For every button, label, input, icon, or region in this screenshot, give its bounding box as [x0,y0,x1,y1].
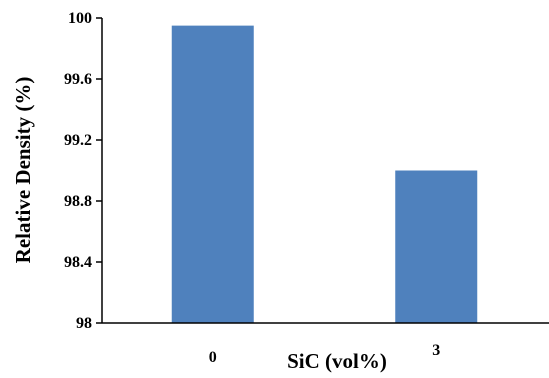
y-tick-label: 99.2 [64,132,92,149]
x-axis-title: SiC (vol%) [287,349,387,373]
bar-3 [395,170,478,323]
y-axis-title: Relative Density (%) [11,77,35,264]
y-tick-label: 100 [68,10,92,27]
x-tick-label: 0 [209,349,217,366]
y-tick-label: 99.6 [64,71,92,88]
bars-group [171,25,478,323]
bar-0 [171,25,254,323]
x-tick-label: 3 [432,342,440,359]
y-tick-label: 98.8 [64,193,92,210]
y-tick-label: 98 [76,315,92,332]
y-tick-label: 98.4 [64,254,92,271]
y-ticks-group: 98 98.4 98.8 99.2 99.6 100 [64,10,102,332]
